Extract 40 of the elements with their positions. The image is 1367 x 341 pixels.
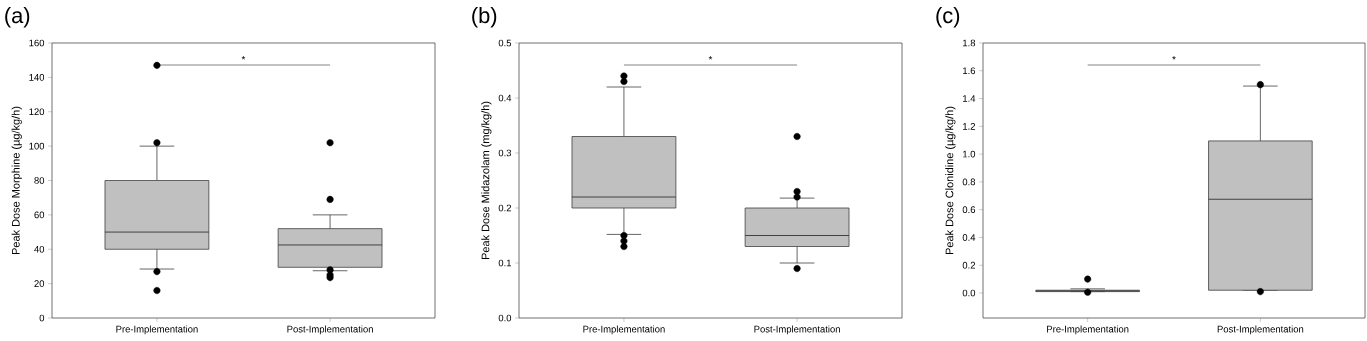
x-tick-label: Pre-Implementation — [583, 325, 665, 335]
chart-title: (b) — [472, 7, 497, 28]
annotation: * — [241, 55, 246, 60]
x-tick-label: Pre-Implementation — [1047, 325, 1129, 335]
x-tick-label: Post-Implementation — [754, 325, 840, 335]
chart-title: (a) — [5, 7, 30, 28]
y-tick-label: 1.4 — [963, 95, 976, 102]
y-tick-label: 0.4 — [962, 234, 976, 241]
x-tick-label: Pre-Implementation — [116, 325, 198, 335]
y-tick-label: 160 — [29, 39, 45, 47]
y-axis-title: Peak Dose Morphine (µg/kg/h) — [11, 106, 22, 255]
y-tick-label: 0.6 — [962, 206, 976, 214]
y-tick-label: 0.1 — [498, 259, 512, 267]
y-tick-label: 0.3 — [498, 149, 512, 157]
y-tick-label: 140 — [29, 74, 45, 81]
y-tick-label: 0.0 — [498, 314, 512, 322]
y-axis-title: Peak Dose Clonidine (µg/kg/h) — [945, 106, 956, 255]
y-tick-label: 100 — [29, 142, 45, 150]
y-tick-label: 40 — [34, 245, 45, 253]
y-tick-label: 0.0 — [962, 289, 976, 297]
y-tick-label: 1.8 — [963, 39, 976, 47]
chart-title: (c) — [936, 7, 960, 28]
y-tick-label: 1.6 — [963, 67, 976, 75]
y-tick-label: 0.5 — [498, 39, 512, 47]
y-axis-title: Peak Dose Midazolam (mg/kg/h) — [481, 101, 492, 260]
y-tick-label: 0 — [39, 314, 45, 322]
annotation: * — [708, 55, 713, 60]
y-tick-label: 0.4 — [498, 94, 512, 102]
y-tick-label: 0.8 — [962, 178, 976, 186]
y-tick-label: 0.2 — [498, 204, 512, 212]
y-tick-label: 0.2 — [962, 261, 976, 269]
y-tick-label: 1.2 — [963, 123, 976, 130]
y-tick-label: 80 — [34, 177, 45, 184]
y-tick-label: 120 — [29, 108, 45, 116]
y-tick-label: 20 — [34, 280, 45, 287]
y-tick-label: 60 — [34, 211, 45, 219]
x-tick-label: Post-Implementation — [287, 325, 373, 335]
x-tick-label: Post-Implementation — [1217, 325, 1304, 335]
annotation: * — [1172, 55, 1176, 60]
y-tick-label: 1.0 — [963, 150, 976, 158]
